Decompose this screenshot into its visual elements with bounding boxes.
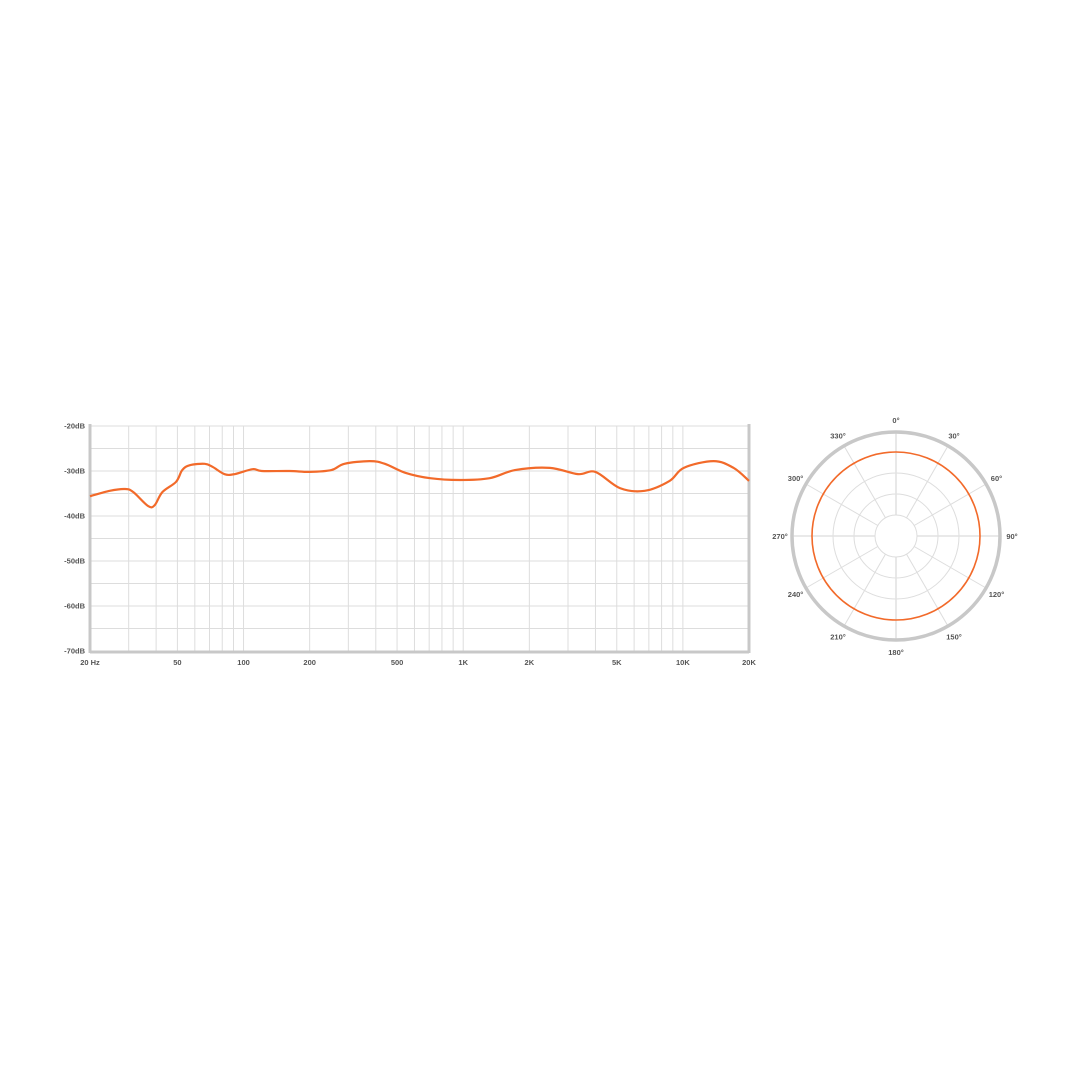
frequency-response-chart: -20dB -30dB -40dB -50dB -60dB -70dB 20 Hz 50 100…: [64, 422, 756, 668]
polar-pattern-line: [811, 451, 981, 621]
polar-outer-ring: [790, 430, 1002, 642]
polar-angle-label: 30°: [948, 432, 959, 441]
polar-spoke: [906, 553, 949, 627]
polar-pattern-chart: 0° 30° 60° 90° 120° 150° 180° 210° 240° 270° 300° 3…: [772, 416, 1017, 657]
polar-angle-label: 150°: [946, 632, 962, 641]
polar-angle-label: 330°: [830, 432, 846, 441]
x-tick-label: 200: [303, 658, 316, 667]
polar-spoke: [913, 483, 987, 526]
polar-angle-label: 120°: [989, 590, 1005, 599]
y-tick-label: -20dB: [64, 422, 85, 431]
polar-spoke: [805, 546, 879, 589]
y-tick-label: -60dB: [64, 602, 85, 611]
x-tick-label: 20 Hz: [80, 658, 100, 667]
polar-spoke: [843, 553, 886, 627]
x-tick-label: 1K: [458, 658, 468, 667]
polar-angle-label: 300°: [788, 474, 804, 483]
x-tick-label: 50: [173, 658, 181, 667]
polar-angle-label: 180°: [888, 648, 904, 657]
x-tick-label: 100: [237, 658, 250, 667]
y-tick-label: -30dB: [64, 467, 85, 476]
polar-angle-label: 270°: [772, 532, 788, 541]
polar-angle-label: 0°: [892, 416, 899, 425]
polar-angle-label: 90°: [1006, 532, 1017, 541]
y-tick-label: -50dB: [64, 557, 85, 566]
x-tick-label: 500: [391, 658, 404, 667]
polar-spoke: [843, 445, 886, 519]
x-tick-label: 10K: [676, 658, 690, 667]
x-tick-label: 5K: [612, 658, 622, 667]
polar-spoke: [805, 483, 879, 526]
polar-spoke: [906, 445, 949, 519]
y-tick-label: -40dB: [64, 512, 85, 521]
y-tick-label: -70dB: [64, 647, 85, 656]
polar-angle-label: 210°: [830, 632, 846, 641]
x-tick-label: 2K: [525, 658, 535, 667]
polar-angle-label: 60°: [991, 474, 1002, 483]
frequency-response-line: [89, 460, 750, 509]
polar-inner-ring: [874, 514, 918, 558]
x-tick-label: 20K: [742, 658, 756, 667]
polar-spoke: [913, 546, 987, 589]
polar-angle-label: 240°: [788, 590, 804, 599]
